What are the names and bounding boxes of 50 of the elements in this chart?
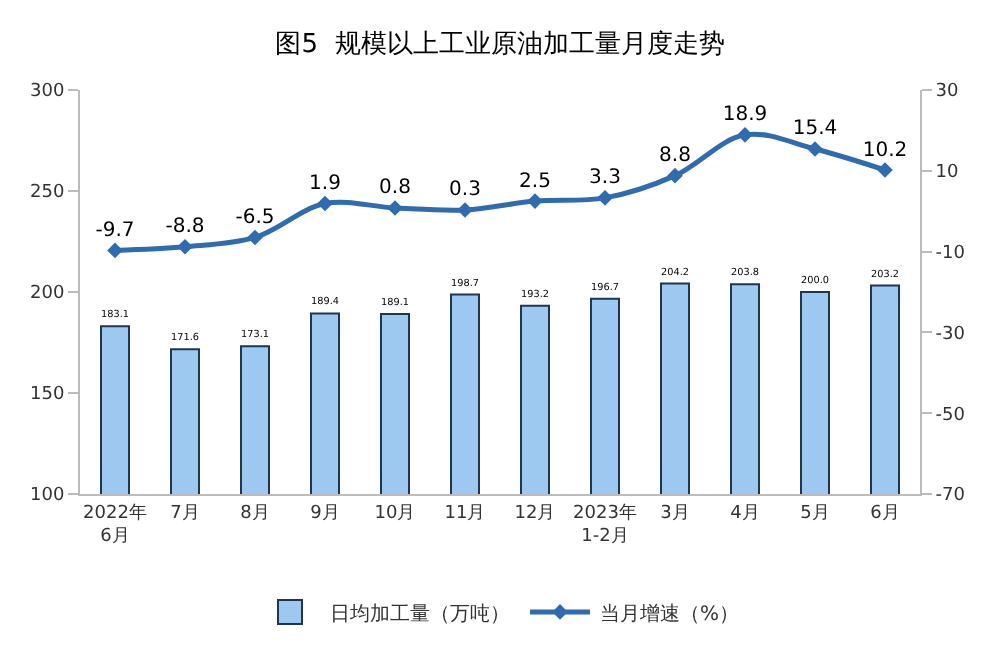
y2-tick-label: -30 <box>935 324 966 345</box>
data-label: 15.4 <box>792 118 838 141</box>
point <box>387 200 403 216</box>
x-tick-label: 7月 <box>170 503 200 524</box>
y2-tick-label: -50 <box>935 405 966 426</box>
x-tick-label: 2022年 6月 <box>83 501 147 547</box>
legend-label: 当月增速（%） <box>600 601 740 626</box>
point <box>597 190 613 206</box>
y-tick-label: 100 <box>30 486 65 507</box>
data-label: 0.8 <box>379 177 411 200</box>
data-label: 10.2 <box>862 139 908 162</box>
data-label: 0.3 <box>449 179 481 202</box>
y2-tick-label: 30 <box>935 82 960 103</box>
y2-tick-label: -70 <box>935 486 966 507</box>
x-tick-label: 11月 <box>444 503 486 524</box>
point <box>527 193 543 209</box>
y2-tick-label: 10 <box>935 163 960 184</box>
data-label: 3.3 <box>589 167 621 190</box>
x-tick-label: 10月 <box>374 503 416 524</box>
point <box>807 141 823 157</box>
x-tick-label: 4月 <box>730 503 760 524</box>
x-tick-label: 3月 <box>660 503 690 524</box>
point <box>317 195 333 212</box>
data-label: 2.5 <box>519 170 551 193</box>
data-label: 18.9 <box>722 104 768 127</box>
data-label: 1.9 <box>309 173 341 196</box>
y-tick-label: 200 <box>30 284 65 305</box>
x-tick-label: 5月 <box>800 503 830 524</box>
point <box>247 229 263 246</box>
data-label: -8.8 <box>165 216 205 239</box>
x-tick-label: 9月 <box>310 503 340 524</box>
chart-title: 图5 规模以上工业原油加工量月度走势 <box>275 27 725 60</box>
point <box>107 242 123 259</box>
y2-tick-label: -10 <box>935 243 966 264</box>
point <box>667 167 683 184</box>
y-tick-label: 250 <box>30 183 65 204</box>
legend-label: 日均加工量（万吨） <box>330 601 510 626</box>
data-label: -6.5 <box>235 206 275 229</box>
x-tick-label: 2023年 1-2月 <box>573 501 637 547</box>
y-tick-label: 150 <box>30 385 65 406</box>
data-label: -9.7 <box>95 219 135 242</box>
y-tick-label: 300 <box>30 82 65 103</box>
x-tick-label: 8月 <box>240 503 270 524</box>
point <box>177 238 193 255</box>
x-tick-label: 6月 <box>870 503 900 524</box>
data-label: 8.8 <box>659 145 691 168</box>
point <box>737 127 753 143</box>
x-tick-label: 12月 <box>514 503 556 524</box>
point <box>457 202 473 218</box>
point <box>877 162 893 178</box>
